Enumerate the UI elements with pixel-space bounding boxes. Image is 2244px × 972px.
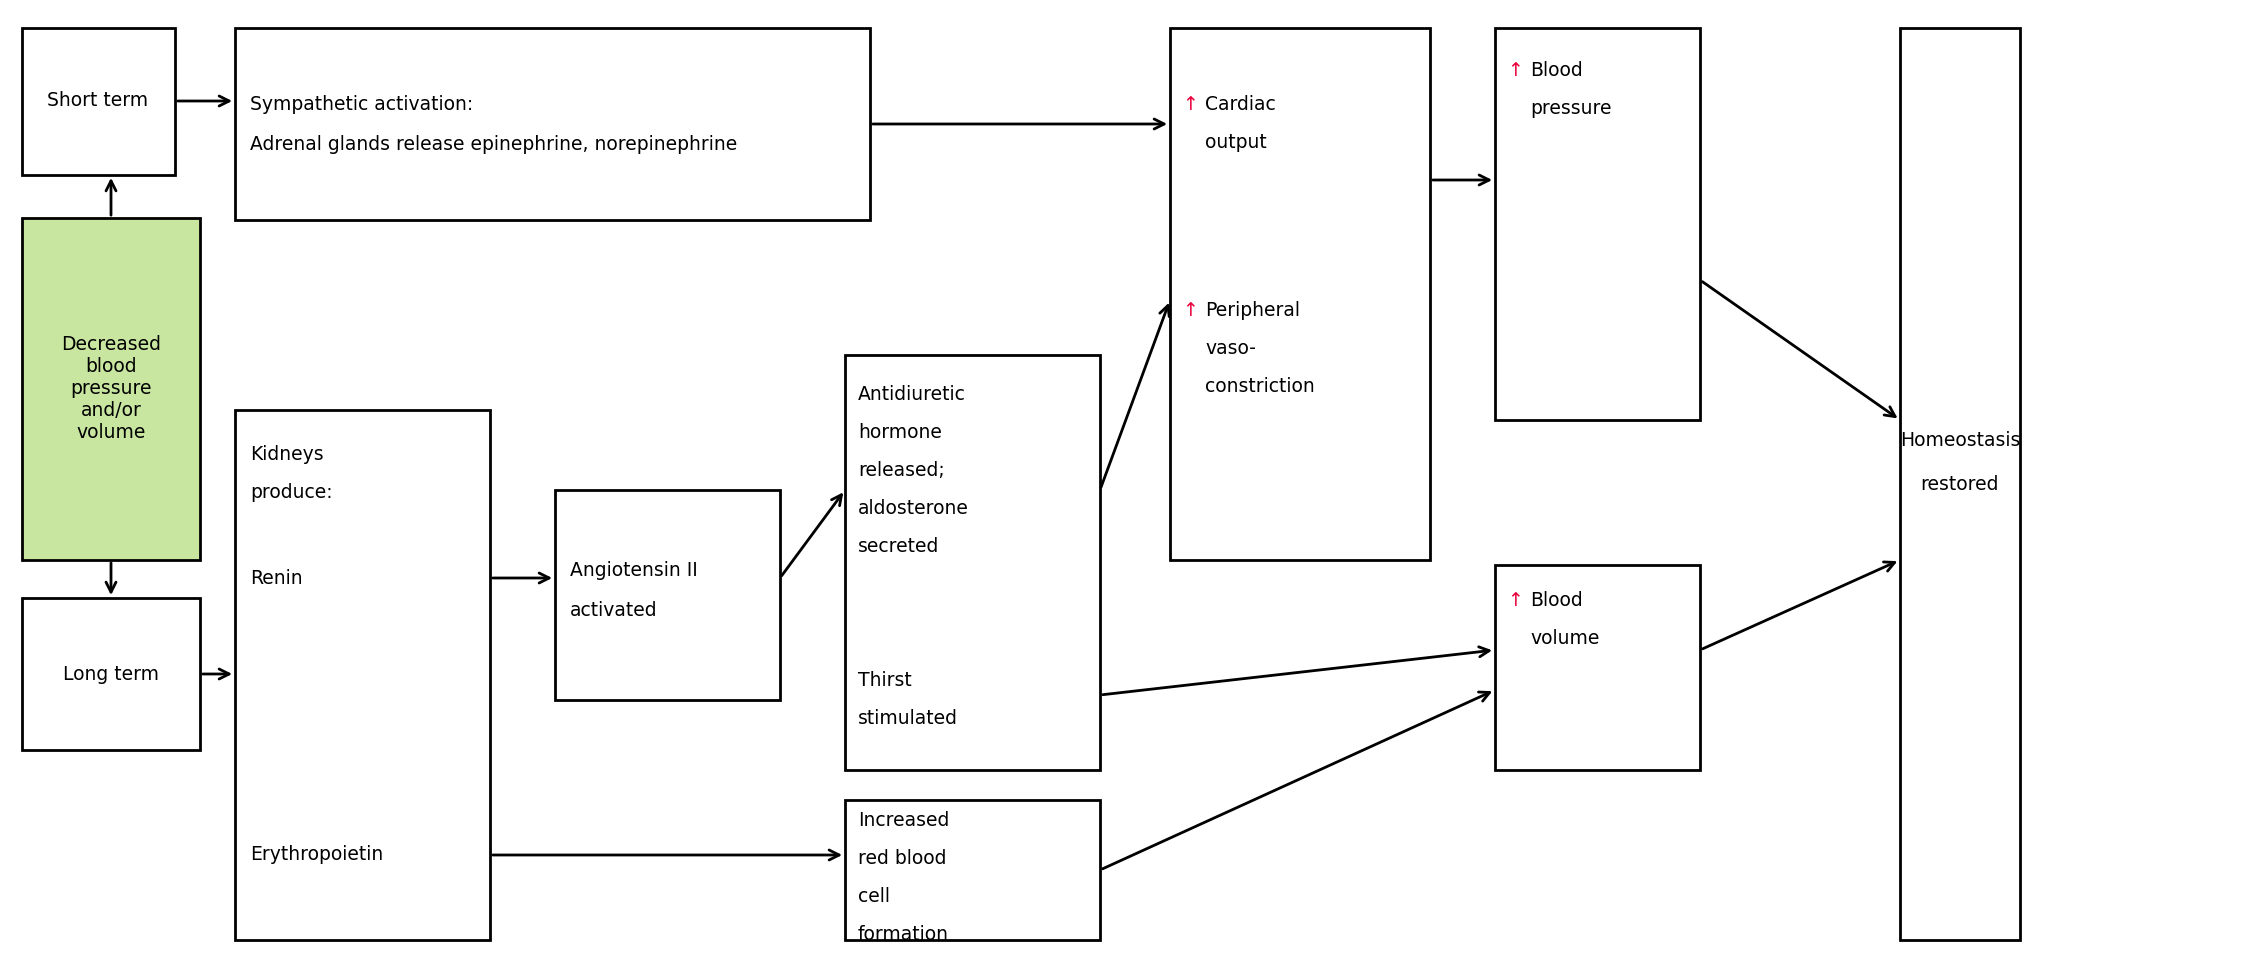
Text: Short term: Short term xyxy=(47,91,148,111)
Text: hormone: hormone xyxy=(857,424,942,442)
Text: activated: activated xyxy=(570,601,657,619)
Text: ↑: ↑ xyxy=(1508,591,1524,609)
FancyBboxPatch shape xyxy=(22,218,200,560)
Text: restored: restored xyxy=(1921,474,1999,494)
Text: Renin: Renin xyxy=(249,569,303,587)
Text: Homeostasis: Homeostasis xyxy=(1901,431,2020,449)
FancyBboxPatch shape xyxy=(554,490,781,700)
FancyBboxPatch shape xyxy=(1495,28,1701,420)
Text: red blood: red blood xyxy=(857,849,947,867)
Text: output: output xyxy=(1205,133,1268,153)
Text: stimulated: stimulated xyxy=(857,709,958,727)
FancyBboxPatch shape xyxy=(1901,28,2020,940)
Text: Antidiuretic: Antidiuretic xyxy=(857,386,965,404)
FancyBboxPatch shape xyxy=(236,28,871,220)
FancyBboxPatch shape xyxy=(1495,565,1701,770)
Text: ↑: ↑ xyxy=(1508,60,1524,80)
Text: volume: volume xyxy=(1530,629,1600,647)
Text: constriction: constriction xyxy=(1205,376,1315,396)
Text: formation: formation xyxy=(857,924,949,944)
Text: Adrenal glands release epinephrine, norepinephrine: Adrenal glands release epinephrine, nore… xyxy=(249,135,738,155)
FancyBboxPatch shape xyxy=(22,598,200,750)
Text: Sympathetic activation:: Sympathetic activation: xyxy=(249,95,473,115)
FancyBboxPatch shape xyxy=(846,355,1100,770)
FancyBboxPatch shape xyxy=(1169,28,1429,560)
Text: pressure: pressure xyxy=(1530,98,1611,118)
Text: Cardiac: Cardiac xyxy=(1205,95,1277,115)
Text: ↑: ↑ xyxy=(1183,95,1198,115)
Text: cell: cell xyxy=(857,886,891,906)
Text: Kidneys: Kidneys xyxy=(249,445,323,465)
Text: Peripheral: Peripheral xyxy=(1205,300,1299,320)
Text: produce:: produce: xyxy=(249,483,332,503)
Text: ↑: ↑ xyxy=(1183,300,1198,320)
Text: Erythropoietin: Erythropoietin xyxy=(249,846,384,864)
Text: Angiotensin II: Angiotensin II xyxy=(570,561,698,579)
Text: Increased: Increased xyxy=(857,811,949,829)
Text: Long term: Long term xyxy=(63,665,159,683)
Text: Blood: Blood xyxy=(1530,591,1582,609)
Text: vaso-: vaso- xyxy=(1205,338,1257,358)
Text: secreted: secreted xyxy=(857,538,940,557)
Text: Decreased
blood
pressure
and/or
volume: Decreased blood pressure and/or volume xyxy=(61,335,162,442)
FancyBboxPatch shape xyxy=(22,28,175,175)
FancyBboxPatch shape xyxy=(236,410,489,940)
Text: Thirst: Thirst xyxy=(857,671,911,689)
FancyBboxPatch shape xyxy=(846,800,1100,940)
Text: released;: released; xyxy=(857,462,945,480)
Text: aldosterone: aldosterone xyxy=(857,500,969,518)
Text: Blood: Blood xyxy=(1530,60,1582,80)
